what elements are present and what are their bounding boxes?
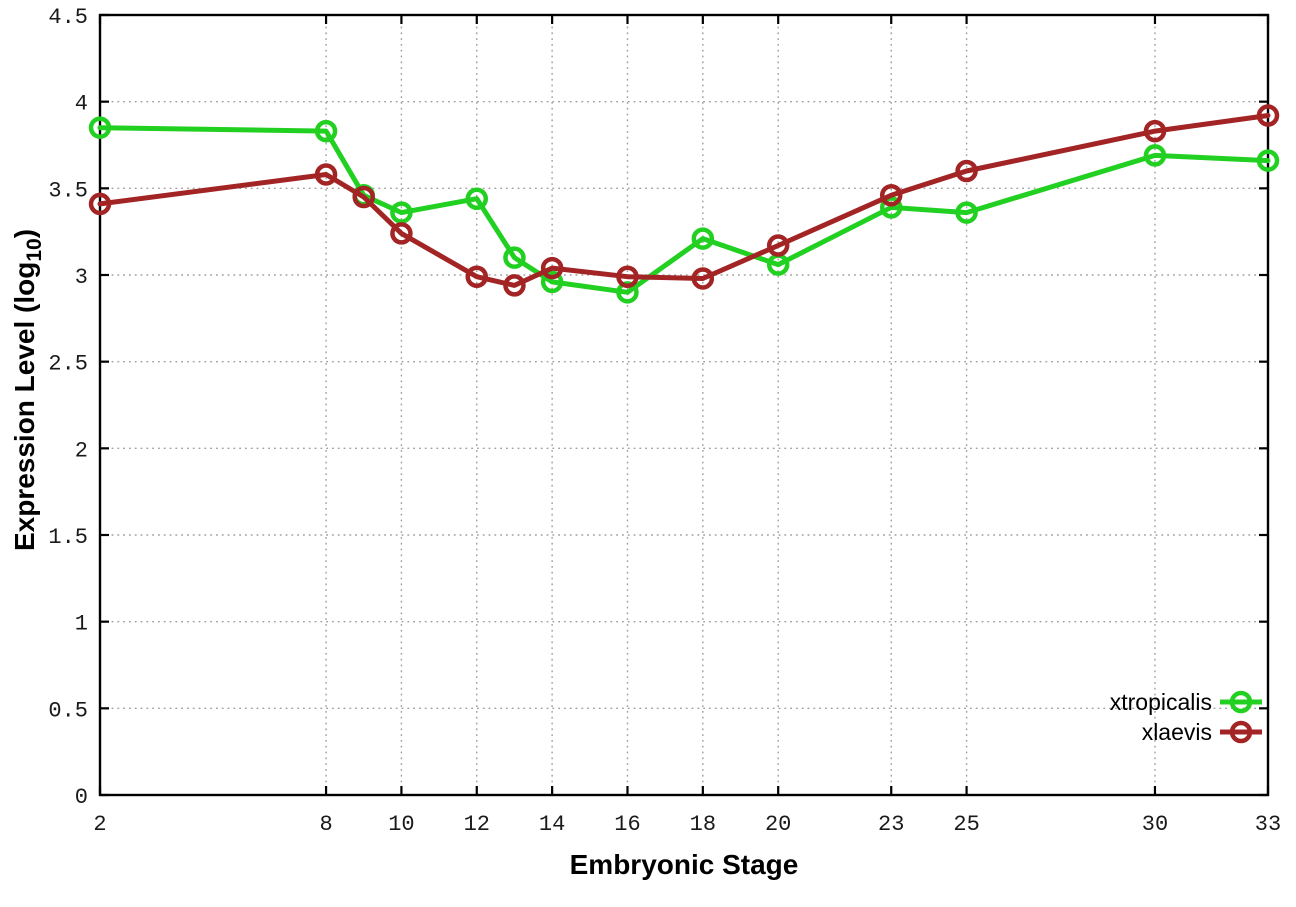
x-tick-label: 30	[1142, 812, 1168, 837]
y-tick-label: 0	[75, 785, 88, 810]
series-xtropicalis-marker	[465, 187, 489, 210]
y-tick-label: 4	[75, 92, 88, 117]
series-xlaevis-marker	[1256, 104, 1280, 127]
x-tick-label: 33	[1255, 812, 1281, 837]
series-xtropicalis-marker	[691, 227, 715, 250]
series-xlaevis-marker	[465, 265, 489, 288]
x-tick-label: 25	[953, 812, 979, 837]
legend-label-xlaevis: xlaevis	[1142, 719, 1212, 745]
series-xtropicalis-line	[97, 125, 1271, 295]
x-axis-title: Embryonic Stage	[570, 849, 799, 880]
y-axis-title: Expression Level (log10)	[9, 229, 46, 551]
x-tick-label: 20	[765, 812, 791, 837]
series-xtropicalis-marker	[879, 196, 903, 219]
x-tick-label: 23	[878, 812, 904, 837]
series-xtropicalis-marker	[540, 270, 564, 294]
y-tick-label: 1.5	[48, 525, 88, 550]
legend-marker-xlaevis	[1229, 720, 1253, 744]
legend-marker-xtropicalis	[1229, 690, 1253, 714]
y-tick-label: 3	[75, 265, 88, 290]
series-xlaevis-marker	[352, 185, 375, 209]
x-tick-label: 14	[539, 812, 565, 837]
series-xlaevis-marker	[503, 274, 526, 297]
legend-label-xtropicalis: xtropicalis	[1110, 689, 1212, 715]
series-xlaevis-marker	[766, 234, 790, 257]
y-axis-title-text: Expression Level (log10)	[9, 229, 46, 551]
x-tick-label: 8	[319, 812, 332, 837]
series-layer	[88, 104, 1280, 304]
series-xtropicalis-marker	[88, 116, 112, 139]
plot-border	[98, 13, 1270, 797]
series-xlaevis-marker	[879, 184, 903, 207]
series-xlaevis-marker	[540, 256, 564, 280]
series-xlaevis-line	[97, 113, 1271, 288]
y-tick-label: 0.5	[48, 698, 88, 723]
series-xlaevis-marker	[390, 222, 413, 245]
x-tick-label: 12	[464, 812, 490, 837]
x-tick-label: 16	[614, 812, 640, 837]
series-xtropicalis-marker	[390, 201, 413, 224]
y-tick-label: 2.5	[48, 352, 88, 377]
x-tick-label: 2	[93, 812, 106, 837]
series-xlaevis-marker	[1143, 119, 1167, 143]
series-xtropicalis-marker	[1256, 149, 1280, 172]
y-tick-label: 3.5	[48, 178, 88, 203]
series-xlaevis-marker	[691, 267, 715, 290]
series-xlaevis-marker	[955, 159, 978, 183]
series-xtropicalis-marker	[955, 201, 978, 224]
series-xtropicalis-marker	[503, 246, 526, 269]
x-tick-label: 18	[690, 812, 716, 837]
series-xtropicalis-marker	[1143, 144, 1167, 167]
gridlines-layer	[100, 15, 1268, 795]
series-xlaevis-marker	[88, 192, 112, 216]
series-xtropicalis-marker	[616, 281, 639, 304]
legend: xtropicalis xlaevis	[1110, 689, 1262, 745]
axes-layer	[98, 13, 1270, 797]
y-tick-label: 2	[75, 438, 88, 463]
y-tick-label: 4.5	[48, 5, 88, 30]
x-tick-label: 10	[388, 812, 414, 837]
y-tick-label: 1	[75, 612, 88, 637]
series-xtropicalis-marker	[314, 119, 338, 143]
series-xlaevis-marker	[616, 265, 639, 288]
tick-labels-layer: 2 8 10 12 14 16 18 20 23 25 30 33 0 0.5 1 1.5 2 2.5 3 3.5 4 4…	[48, 5, 1281, 837]
series-xlaevis-marker	[314, 163, 338, 186]
